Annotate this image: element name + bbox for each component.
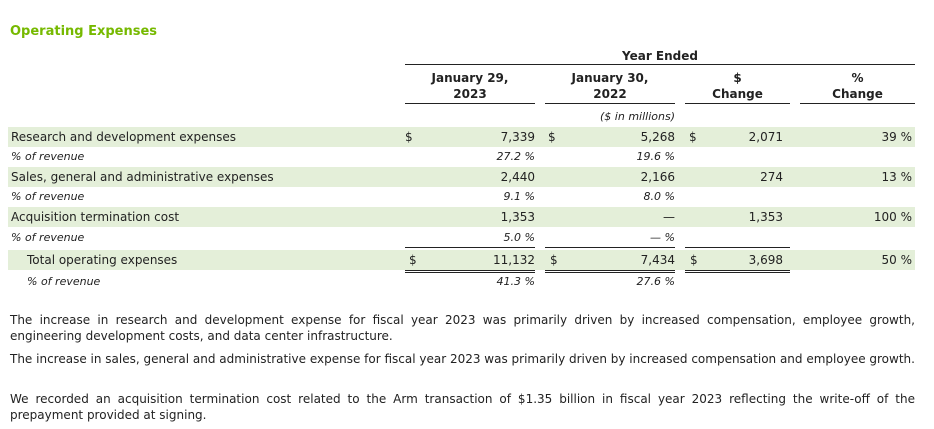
- value-2022: — %: [650, 231, 675, 244]
- value-2022: 2,166: [640, 170, 675, 184]
- table-row-rd-pct: % of revenue 27.2 % 19.6 %: [8, 147, 915, 167]
- value-percent-change: 100 %: [873, 210, 912, 224]
- total-double-rule-dollar-b: [685, 272, 790, 273]
- total-top-rule-2022: [545, 247, 675, 248]
- dollar-sign: $: [409, 253, 417, 267]
- value-dollar-change: 274: [760, 170, 783, 184]
- value-dollar-change: 2,071: [748, 130, 783, 144]
- value-percent-change: 39 %: [881, 130, 913, 144]
- section-title: Operating Expenses: [10, 24, 158, 39]
- paragraph-rd: The increase in research and development…: [10, 313, 915, 343]
- row-label: Sales, general and administrative expens…: [11, 170, 274, 184]
- total-top-rule-dollar: [685, 247, 790, 248]
- value-2022: 19.6 %: [636, 150, 675, 163]
- paragraph-acquisition: We recorded an acquisition termination c…: [10, 392, 915, 422]
- dollar-sign: $: [689, 130, 697, 144]
- table-row-acquisition: Acquisition termination cost 1,353 — 1,3…: [8, 207, 915, 227]
- value-2022: 7,434: [640, 253, 675, 267]
- total-double-rule-2023-a: [405, 270, 535, 271]
- row-label: Acquisition termination cost: [11, 210, 180, 224]
- table-row-total-pct: % of revenue 41.3 % 27.6 %: [8, 272, 915, 292]
- value-dollar-change: 1,353: [748, 210, 783, 224]
- total-top-rule-2023: [405, 247, 535, 248]
- row-label: % of revenue: [11, 190, 85, 203]
- col-header-2023: January 29, 2023: [431, 71, 509, 101]
- total-double-rule-2022-b: [545, 272, 675, 273]
- table-row-sga: Sales, general and administrative expens…: [8, 167, 915, 187]
- row-label: Total operating expenses: [27, 253, 178, 267]
- col-header-dollar-change: $ Change: [712, 71, 763, 101]
- year-ended-rule: [405, 64, 915, 65]
- row-label: % of revenue: [11, 231, 85, 244]
- value-2023: 11,132: [493, 253, 535, 267]
- header-underline-2023: [405, 103, 535, 104]
- table-row-acquisition-pct: % of revenue 5.0 % — %: [8, 228, 915, 248]
- value-percent-change: 50 %: [881, 253, 913, 267]
- value-2023: 1,353: [500, 210, 535, 224]
- total-double-rule-2022-a: [545, 270, 675, 271]
- value-2023: 41.3 %: [496, 275, 535, 288]
- col-header-percent-change: % Change: [832, 71, 883, 101]
- value-2022: 5,268: [640, 130, 675, 144]
- value-2022: —: [663, 210, 675, 224]
- total-double-rule-2023-b: [405, 272, 535, 273]
- value-2022: 8.0 %: [643, 190, 675, 203]
- value-2022: 27.6 %: [636, 275, 675, 288]
- value-2023: 5.0 %: [503, 231, 535, 244]
- value-2023: 27.2 %: [496, 150, 535, 163]
- header-underline-2022: [545, 103, 675, 104]
- table-row-rd: Research and development expenses $ 7,33…: [8, 127, 915, 147]
- col-header-2022: January 30, 2022: [571, 71, 649, 101]
- value-2023: 9.1 %: [503, 190, 535, 203]
- units-note: ($ in millions): [600, 110, 675, 123]
- dollar-sign: $: [548, 130, 556, 144]
- row-label: % of revenue: [27, 275, 101, 288]
- table-row-sga-pct: % of revenue 9.1 % 8.0 %: [8, 187, 915, 207]
- header-underline-percent: [800, 103, 915, 104]
- dollar-sign: $: [405, 130, 413, 144]
- value-percent-change: 13 %: [881, 170, 913, 184]
- value-2023: 2,440: [500, 170, 535, 184]
- header-underline-dollar: [685, 103, 790, 104]
- dollar-sign: $: [550, 253, 558, 267]
- value-2023: 7,339: [500, 130, 535, 144]
- row-label: % of revenue: [11, 150, 85, 163]
- year-ended-header: Year Ended: [622, 49, 698, 63]
- dollar-sign: $: [690, 253, 698, 267]
- paragraph-sga: The increase in sales, general and admin…: [10, 352, 915, 366]
- total-double-rule-dollar-a: [685, 270, 790, 271]
- row-label: Research and development expenses: [11, 130, 236, 144]
- table-row-total: Total operating expenses $ 11,132 $ 7,43…: [8, 250, 915, 270]
- value-dollar-change: 3,698: [748, 253, 783, 267]
